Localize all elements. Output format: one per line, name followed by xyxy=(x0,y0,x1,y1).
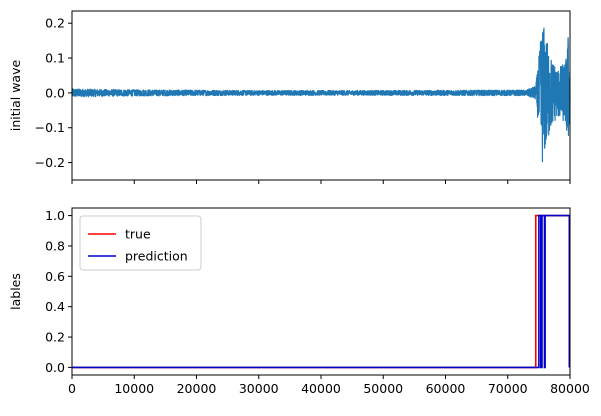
y-tick-label: −0.1 xyxy=(35,120,65,135)
wave-axes-frame xyxy=(71,10,571,181)
series-line-prediction xyxy=(72,214,571,369)
y-tick-label: 0.0 xyxy=(45,360,65,375)
y-tick-label: 0.2 xyxy=(45,330,65,345)
y-tick-label: 0.8 xyxy=(45,238,65,253)
wave-x-ticks xyxy=(71,180,571,184)
y-tick-label: 0.2 xyxy=(45,16,65,31)
x-tick-label: 20000 xyxy=(177,381,217,396)
labels-x-ticks: 0 10000 20000 30000 40000 50000 60000 70000 8000… xyxy=(68,375,590,396)
wave-y-ticks: −0.2 −0.1 0.0 0.1 0.2 xyxy=(35,16,72,170)
x-tick-label: 50000 xyxy=(363,381,403,396)
x-tick-label: 10000 xyxy=(114,381,154,396)
y-tick-label: 0.1 xyxy=(45,51,65,66)
x-tick-label: 80000 xyxy=(550,381,590,396)
labels-y-ticks: 0.0 0.2 0.4 0.6 0.8 1.0 xyxy=(45,208,72,375)
labels-series-group xyxy=(72,214,571,369)
x-tick-label: 60000 xyxy=(426,381,466,396)
y-tick-label: 1.0 xyxy=(45,208,65,223)
x-tick-label: 30000 xyxy=(239,381,279,396)
wave-series-line xyxy=(71,27,571,163)
y-tick-label: −0.2 xyxy=(35,155,65,170)
wave-y-axis-label: initial wave xyxy=(8,60,23,132)
x-tick-label: 0 xyxy=(68,381,76,396)
legend-label-prediction: prediction xyxy=(125,249,188,264)
wave-subplot: −0.2 −0.1 0.0 0.1 0.2 initial wave xyxy=(8,10,571,184)
labels-y-axis-label: lables xyxy=(8,273,23,310)
x-tick-label: 40000 xyxy=(301,381,341,396)
y-tick-label: 0.0 xyxy=(45,85,65,100)
legend: true prediction xyxy=(79,215,202,271)
wave-series-group xyxy=(71,27,571,163)
x-tick-label: 70000 xyxy=(488,381,528,396)
labels-axes-frame xyxy=(71,207,571,376)
y-tick-label: 0.6 xyxy=(45,269,65,284)
y-tick-label: 0.4 xyxy=(45,299,65,314)
legend-label-true: true xyxy=(125,227,151,242)
labels-subplot: 0.0 0.2 0.4 0.6 0.8 1.0 0 10000 20000 30000 40000… xyxy=(8,207,590,396)
